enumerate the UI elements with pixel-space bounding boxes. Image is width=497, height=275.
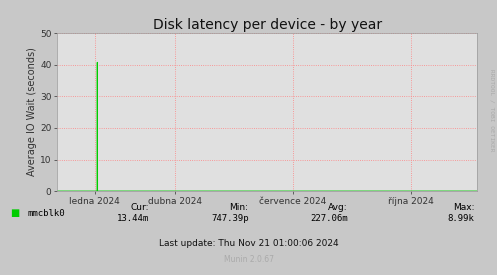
Text: Max:: Max: — [453, 203, 475, 212]
Text: Munin 2.0.67: Munin 2.0.67 — [224, 255, 273, 264]
Text: 13.44m: 13.44m — [117, 214, 149, 223]
Y-axis label: Average IO Wait (seconds): Average IO Wait (seconds) — [27, 48, 37, 177]
Text: Cur:: Cur: — [131, 203, 149, 212]
Text: Min:: Min: — [230, 203, 248, 212]
Text: ■: ■ — [10, 208, 19, 218]
Text: RRDTOOL / TOBI OETIKER: RRDTOOL / TOBI OETIKER — [490, 69, 495, 151]
Text: 747.39p: 747.39p — [211, 214, 248, 223]
Text: 227.06m: 227.06m — [310, 214, 348, 223]
Text: mmcblk0: mmcblk0 — [27, 209, 65, 218]
Text: Last update: Thu Nov 21 01:00:06 2024: Last update: Thu Nov 21 01:00:06 2024 — [159, 239, 338, 248]
Title: Disk latency per device - by year: Disk latency per device - by year — [153, 18, 382, 32]
Text: Avg:: Avg: — [329, 203, 348, 212]
Text: 8.99k: 8.99k — [448, 214, 475, 223]
